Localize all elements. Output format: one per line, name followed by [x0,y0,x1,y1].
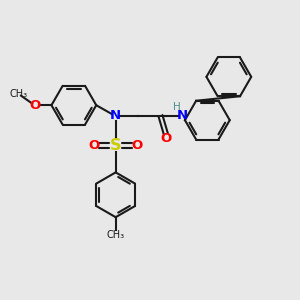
Text: N: N [176,109,188,122]
Text: N: N [110,109,121,122]
Text: H: H [173,102,181,112]
Text: CH₃: CH₃ [10,89,28,99]
Text: O: O [88,139,100,152]
Text: CH₃: CH₃ [106,230,125,239]
Text: O: O [131,139,143,152]
Text: O: O [29,99,41,112]
Text: S: S [110,138,122,153]
Text: O: O [160,132,172,145]
